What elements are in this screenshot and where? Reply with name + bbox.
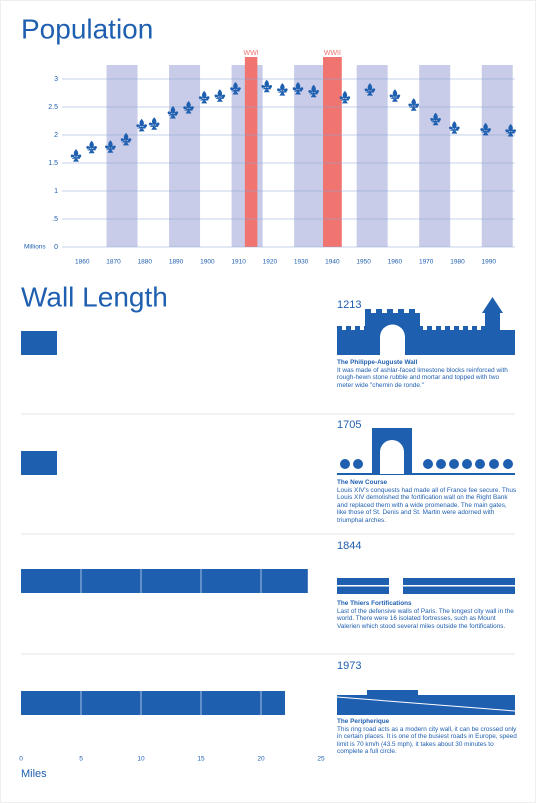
population-marker xyxy=(292,81,304,95)
x-tick-label: 10 xyxy=(137,756,145,763)
wall-description-title: The Philippe-Auguste Wall xyxy=(337,359,418,366)
decade-band xyxy=(419,65,451,247)
decade-band xyxy=(294,65,326,247)
population-marker xyxy=(308,84,319,98)
decade-band xyxy=(106,65,138,247)
x-axis-label: Miles xyxy=(21,768,47,780)
population-marker xyxy=(120,132,132,146)
population-marker xyxy=(389,89,401,102)
population-marker xyxy=(183,101,194,114)
y-tick-label: 1 xyxy=(54,188,58,195)
population-marker xyxy=(86,140,97,154)
x-tick-label: 1950 xyxy=(356,259,371,266)
population-marker xyxy=(148,117,160,130)
y-tick-label: 2.5 xyxy=(48,104,58,111)
population-marker xyxy=(408,98,419,111)
x-tick-label: 1910 xyxy=(231,259,246,266)
wall-year: 1973 xyxy=(337,660,361,672)
wall-bar xyxy=(21,331,57,355)
x-tick-label: 1940 xyxy=(325,259,340,266)
war-label: WWI xyxy=(244,50,259,57)
wall-bar xyxy=(21,569,308,593)
x-tick-label: 15 xyxy=(197,756,205,763)
x-tick-label: 1930 xyxy=(294,259,309,266)
x-tick-label: 1920 xyxy=(263,259,278,266)
population-marker xyxy=(136,118,147,132)
x-tick-label: 1880 xyxy=(138,259,153,266)
x-tick-label: 1900 xyxy=(200,259,215,266)
y-tick-label: 0 xyxy=(54,244,58,251)
x-tick-label: 1890 xyxy=(169,259,184,266)
wall-description-text: It was made of ashlar-faced limestone bl… xyxy=(337,366,508,389)
wall-description: The Thiers Fortifications Last of the def… xyxy=(337,600,517,630)
population-marker xyxy=(480,122,491,136)
decade-band xyxy=(169,65,201,247)
wall-description: The New Course Louis XIV's conquests had … xyxy=(337,479,517,525)
wall-description: The Peripherique This ring road acts as a… xyxy=(337,718,517,756)
population-marker xyxy=(198,90,210,104)
x-tick-label: 1860 xyxy=(75,259,90,266)
x-tick-label: 25 xyxy=(317,756,325,763)
population-marker xyxy=(364,83,376,96)
population-marker xyxy=(70,149,82,162)
wall-description-title: The Peripherique xyxy=(337,718,390,725)
wall-description: The Philippe-Auguste Wall It was made of … xyxy=(337,359,517,389)
wall-description-title: The Thiers Fortifications xyxy=(337,600,412,607)
x-tick-label: 1970 xyxy=(419,259,434,266)
chart-title: Population xyxy=(21,13,153,44)
wall-year: 1213 xyxy=(337,299,361,311)
x-tick-label: 20 xyxy=(257,756,265,763)
y-tick-label: 2 xyxy=(54,132,58,139)
x-tick-label: 0 xyxy=(19,756,23,763)
wall-description-title: The New Course xyxy=(337,479,388,486)
x-tick-label: 1990 xyxy=(481,259,496,266)
population-marker xyxy=(214,89,226,102)
population-marker xyxy=(339,90,351,104)
y-tick-label: 3 xyxy=(54,76,58,83)
illustrations xyxy=(336,297,516,715)
wall-year: 1705 xyxy=(337,419,361,431)
decade-band xyxy=(481,65,513,247)
wall-description-text: Last of the defensive walls of Paris. Th… xyxy=(337,607,514,630)
x-tick-label: 1960 xyxy=(388,259,403,266)
war-band xyxy=(323,57,342,247)
wall-description-text: Louis XIV's conquests had made all of Fr… xyxy=(337,486,517,524)
y-tick-label: .5 xyxy=(52,216,58,223)
war-band xyxy=(244,57,258,247)
population-marker xyxy=(167,106,179,119)
wall-bar xyxy=(21,691,285,715)
y-axis-label: Millions xyxy=(24,244,46,251)
population-marker xyxy=(277,83,288,96)
wall-description-text: This ring road acts as a modern city wal… xyxy=(337,725,517,756)
population-marker xyxy=(105,140,116,153)
population-marker xyxy=(261,79,273,93)
x-tick-label: 1980 xyxy=(450,259,465,266)
population-marker xyxy=(505,123,516,137)
x-tick-label: 5 xyxy=(79,756,83,763)
wall-bar xyxy=(21,451,57,475)
x-tick-label: 1870 xyxy=(106,259,121,266)
population-marker xyxy=(230,81,241,95)
population-marker xyxy=(449,121,460,134)
population-marker xyxy=(430,112,441,126)
wall-year: 1844 xyxy=(337,540,361,552)
y-tick-label: 1.5 xyxy=(48,160,58,167)
war-label: WWII xyxy=(324,50,341,57)
chart-title: Wall Length xyxy=(21,281,168,312)
